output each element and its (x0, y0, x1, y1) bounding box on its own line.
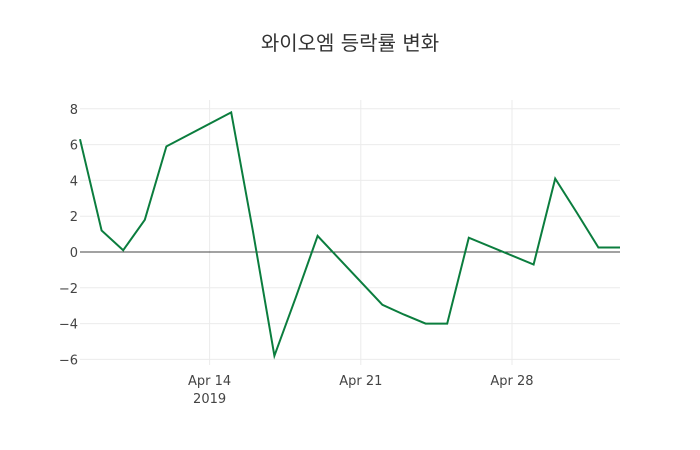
y-tick-label: 2 (70, 210, 78, 225)
y-axis: −6 −4 −2 0 2 4 6 8 (59, 103, 78, 369)
series-line (79, 110, 620, 360)
y-tick-label: 4 (70, 174, 78, 189)
y-tick-label: 6 (70, 139, 78, 154)
y-tick-label: −2 (59, 282, 78, 297)
y-tick-label: 0 (70, 246, 78, 261)
chart-title: 와이오엠 등락률 변화 (260, 31, 440, 55)
x-tick-label: Apr 28 (490, 374, 533, 389)
x-tick-label: Apr 14 (188, 374, 231, 389)
y-tick-label: −6 (59, 353, 78, 368)
x-axis: Apr 14 2019 Apr 21 Apr 28 (188, 374, 534, 407)
x-tick-year-label: 2019 (193, 392, 226, 407)
y-tick-label: −4 (59, 318, 78, 333)
gridlines (80, 100, 620, 365)
x-tick-label: Apr 21 (339, 374, 382, 389)
y-tick-label: 8 (70, 103, 78, 118)
